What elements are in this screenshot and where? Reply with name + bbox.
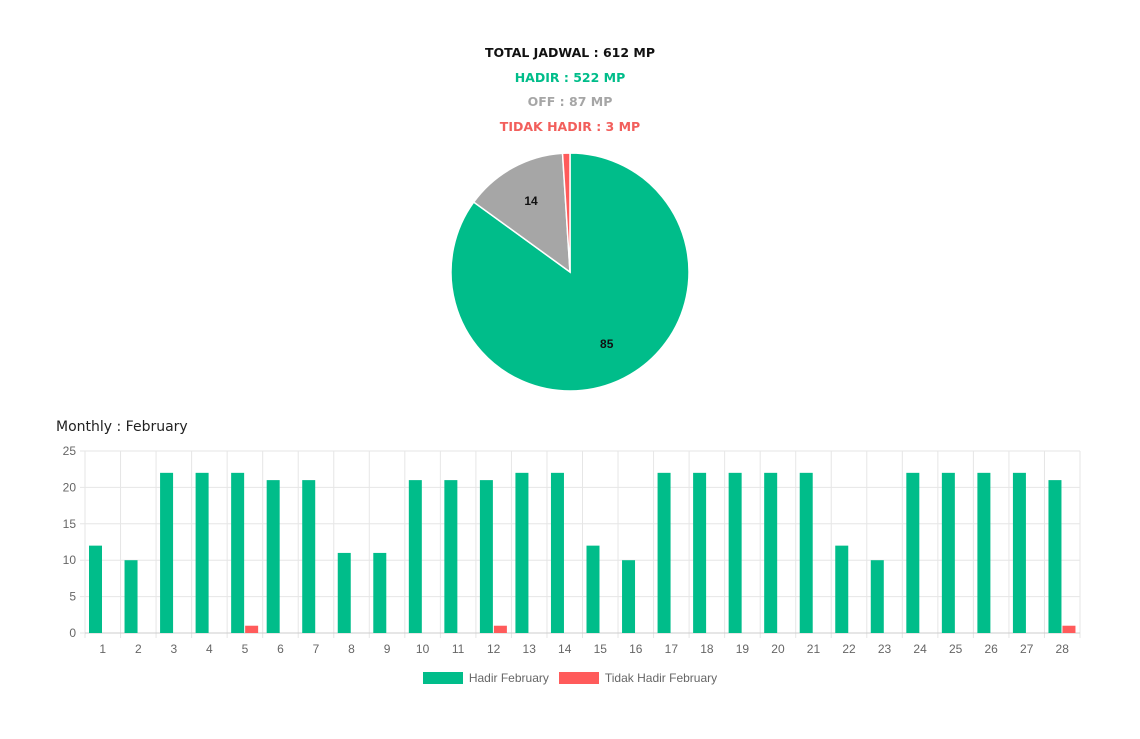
bar-hadir[interactable]: [515, 472, 529, 633]
bar-hadir[interactable]: [835, 545, 849, 633]
bar-hadir[interactable]: [373, 552, 387, 633]
x-tick-label: 17: [665, 642, 679, 656]
bar-hadir[interactable]: [1048, 480, 1062, 633]
bar-hadir[interactable]: [231, 472, 245, 633]
pie-slice-off[interactable]: [472, 152, 571, 274]
y-tick-label: 5: [69, 590, 76, 604]
bar-hadir[interactable]: [870, 560, 884, 633]
bar-hadir[interactable]: [977, 472, 991, 633]
bar-hadir[interactable]: [444, 480, 458, 633]
hadir-summary-text: HADIR : 522 MP: [514, 70, 626, 85]
x-tick-label: 4: [206, 642, 213, 656]
pie-label-hadir: 85: [600, 337, 614, 351]
pie-slice-tidak-hadir[interactable]: [561, 152, 571, 273]
x-tick-label: 27: [1020, 642, 1034, 656]
bar-hadir[interactable]: [906, 472, 920, 633]
x-tick-label: 2: [135, 642, 142, 656]
bar-hadir[interactable]: [764, 472, 778, 633]
y-tick-label: 0: [69, 626, 76, 640]
x-tick-label: 24: [913, 642, 927, 656]
x-tick-label: 20: [771, 642, 785, 656]
y-tick-label: 15: [63, 517, 77, 531]
bar-hadir[interactable]: [799, 472, 813, 633]
x-tick-label: 25: [949, 642, 963, 656]
legend-item-hadir[interactable]: Hadir February: [422, 671, 549, 685]
bar-hadir[interactable]: [586, 545, 600, 633]
x-tick-label: 9: [384, 642, 391, 656]
y-tick-label: 25: [63, 444, 77, 458]
x-tick-label: 8: [348, 642, 355, 656]
x-tick-label: 21: [807, 642, 821, 656]
legend-swatch-hadir: [422, 672, 463, 684]
monthly-chart-title: Monthly : February: [56, 419, 188, 435]
x-tick-label: 15: [594, 642, 608, 656]
bar-hadir[interactable]: [728, 472, 742, 633]
bar-hadir[interactable]: [550, 472, 564, 633]
total-jadwal-text: TOTAL JADWAL : 612 MP: [484, 45, 655, 60]
x-tick-label: 10: [416, 642, 430, 656]
attendance-pie-chart: 85 14: [450, 152, 690, 392]
x-tick-label: 28: [1056, 642, 1070, 656]
bar-hadir[interactable]: [941, 472, 955, 633]
bar-hadir[interactable]: [337, 552, 351, 633]
bar-hadir[interactable]: [266, 480, 280, 633]
legend-item-tidak-hadir[interactable]: Tidak Hadir February: [558, 671, 718, 685]
y-tick-label: 20: [63, 480, 77, 494]
bar-tidak-hadir[interactable]: [493, 625, 507, 633]
bar-chart-legend: Hadir February Tidak Hadir February: [0, 671, 1140, 685]
x-tick-label: 13: [523, 642, 537, 656]
x-tick-label: 19: [736, 642, 750, 656]
x-tick-label: 22: [842, 642, 856, 656]
tidak-hadir-summary-text: TIDAK HADIR : 3 MP: [499, 119, 641, 134]
x-tick-label: 6: [277, 642, 284, 656]
bar-hadir[interactable]: [622, 560, 636, 633]
bar-hadir[interactable]: [1012, 472, 1026, 633]
x-tick-label: 5: [242, 642, 249, 656]
off-summary-text: OFF : 87 MP: [527, 94, 613, 109]
legend-label-tidak-hadir: Tidak Hadir February: [604, 671, 718, 685]
x-tick-label: 16: [629, 642, 643, 656]
x-tick-label: 23: [878, 642, 892, 656]
bar-hadir[interactable]: [160, 472, 174, 633]
bar-tidak-hadir[interactable]: [245, 625, 259, 633]
x-tick-label: 3: [170, 642, 177, 656]
x-tick-label: 11: [452, 642, 465, 656]
x-tick-label: 26: [984, 642, 998, 656]
x-tick-label: 7: [313, 642, 320, 656]
bar-hadir[interactable]: [89, 545, 102, 633]
bar-hadir[interactable]: [693, 472, 707, 633]
y-tick-label: 10: [63, 553, 77, 567]
bar-hadir[interactable]: [657, 472, 671, 633]
x-tick-label: 14: [558, 642, 572, 656]
legend-label-hadir: Hadir February: [468, 671, 549, 685]
x-tick-label: 18: [700, 642, 714, 656]
bar-hadir[interactable]: [408, 480, 422, 633]
bar-tidak-hadir[interactable]: [1062, 625, 1076, 633]
x-tick-label: 12: [487, 642, 501, 656]
legend-swatch-tidak-hadir: [558, 672, 599, 684]
bar-hadir[interactable]: [479, 480, 493, 633]
bar-hadir[interactable]: [302, 480, 316, 633]
bar-hadir[interactable]: [124, 560, 138, 633]
pie-label-off: 14: [524, 194, 538, 208]
bar-hadir[interactable]: [195, 472, 209, 633]
x-tick-label: 1: [99, 642, 106, 656]
